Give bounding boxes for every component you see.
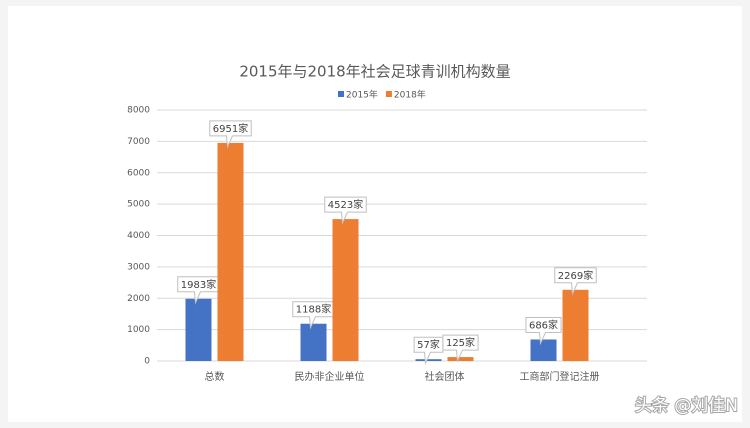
y-tick-label: 0 bbox=[144, 357, 150, 367]
value-callout bbox=[525, 316, 562, 346]
legend-swatch bbox=[338, 91, 344, 97]
y-tick-label: 6000 bbox=[127, 168, 150, 178]
watermark: 头条 @刘佳N bbox=[635, 396, 738, 416]
chart-title: 2015年与2018年社会足球青训机构数量 bbox=[239, 63, 510, 81]
value-label: 1188家 bbox=[296, 303, 331, 316]
value-callout bbox=[324, 196, 367, 226]
bar bbox=[562, 289, 589, 361]
x-tick-label: 总数 bbox=[205, 370, 225, 383]
bar bbox=[300, 323, 327, 361]
bar bbox=[332, 219, 359, 361]
value-label: 2269家 bbox=[558, 269, 593, 282]
value-label: 6951家 bbox=[213, 122, 248, 135]
bar bbox=[447, 357, 474, 361]
value-label: 4523家 bbox=[328, 198, 363, 211]
bar bbox=[530, 339, 557, 361]
value-label: 686家 bbox=[529, 318, 558, 331]
y-tick-label: 1000 bbox=[127, 325, 150, 335]
x-tick-label: 社会团体 bbox=[425, 370, 465, 383]
value-label: 1983家 bbox=[181, 278, 216, 291]
y-tick-label: 5000 bbox=[127, 200, 150, 210]
x-tick-label: 工商部门登记注册 bbox=[520, 370, 600, 383]
legend-swatch bbox=[385, 91, 392, 97]
bar bbox=[185, 298, 212, 361]
value-callout bbox=[554, 267, 597, 296]
value-label: 125家 bbox=[446, 336, 475, 349]
y-tick-label: 8000 bbox=[127, 106, 150, 116]
bar bbox=[415, 359, 442, 361]
y-tick-label: 3000 bbox=[127, 262, 150, 272]
chart-area bbox=[8, 6, 742, 422]
y-tick-label: 4000 bbox=[127, 231, 150, 241]
value-callout bbox=[442, 334, 479, 364]
x-tick-label: 民办非企业单位 bbox=[295, 370, 365, 383]
value-label: 57家 bbox=[417, 338, 440, 351]
legend-label: 2015年 bbox=[346, 89, 378, 101]
legend-label: 2018年 bbox=[394, 89, 426, 101]
bar bbox=[217, 142, 244, 361]
value-callout bbox=[209, 120, 252, 149]
y-tick-label: 2000 bbox=[127, 294, 150, 304]
y-tick-label: 7000 bbox=[127, 137, 150, 147]
